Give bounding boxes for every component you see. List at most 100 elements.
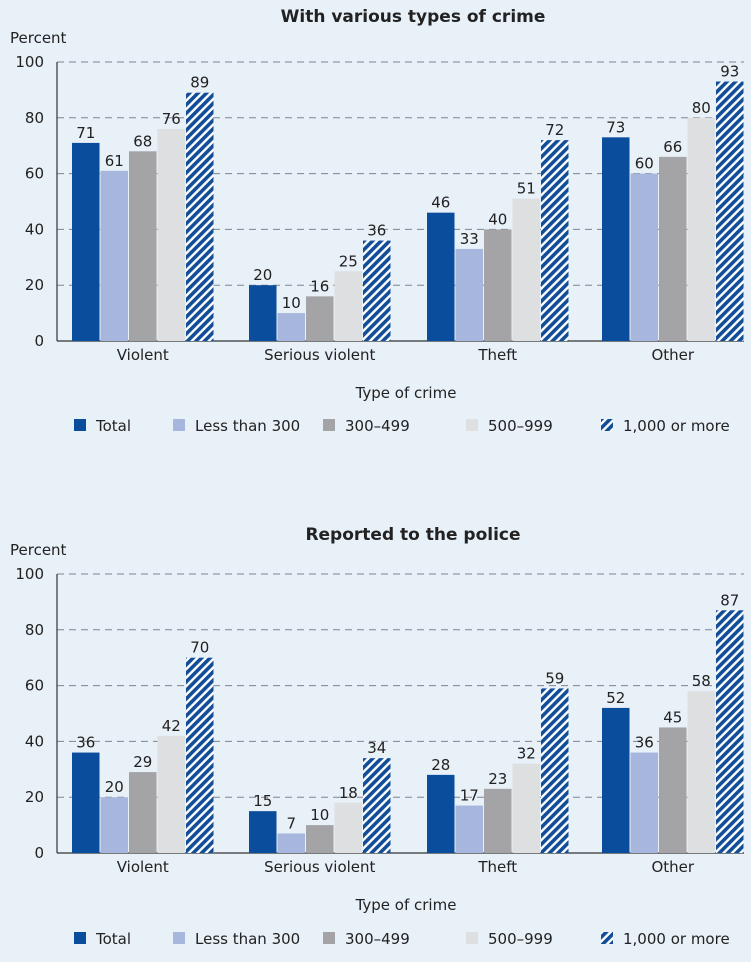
bar bbox=[484, 788, 512, 853]
bar bbox=[363, 758, 391, 853]
data-label: 36 bbox=[76, 734, 95, 752]
legend-swatch bbox=[466, 419, 478, 431]
y-tick-label: 80 bbox=[25, 109, 44, 127]
data-label: 51 bbox=[517, 180, 536, 198]
bar bbox=[541, 140, 569, 341]
bar bbox=[334, 271, 362, 341]
bar bbox=[129, 772, 157, 853]
bar bbox=[100, 797, 128, 853]
data-label: 20 bbox=[253, 266, 272, 284]
bar bbox=[687, 117, 715, 341]
legend-entry: Less than 300 bbox=[195, 930, 300, 948]
x-axis-label: Type of crime bbox=[355, 896, 457, 914]
legend-swatch bbox=[323, 419, 335, 431]
data-label: 72 bbox=[545, 121, 564, 139]
bar bbox=[249, 285, 277, 341]
bar bbox=[157, 735, 185, 853]
data-label: 36 bbox=[367, 222, 386, 240]
chart-panel-2: Reported to the police Percent 0 20 40 60 80 10… bbox=[10, 525, 744, 948]
bar bbox=[334, 802, 362, 853]
legend-entry: 500–999 bbox=[488, 930, 553, 948]
bar bbox=[541, 688, 569, 853]
bar bbox=[72, 142, 100, 341]
x-tick-label: Theft bbox=[477, 346, 517, 364]
data-label: 68 bbox=[133, 132, 152, 150]
legend-swatch bbox=[173, 932, 185, 944]
legend-swatch bbox=[173, 419, 185, 431]
y-tick-label: 60 bbox=[25, 165, 44, 183]
data-label: 32 bbox=[517, 745, 536, 763]
data-label: 71 bbox=[76, 124, 95, 142]
y-tick-label: 20 bbox=[25, 276, 44, 294]
bar bbox=[630, 173, 658, 341]
x-tick-label: Other bbox=[651, 858, 694, 876]
y-axis-label: Percent bbox=[10, 29, 67, 47]
bar bbox=[72, 752, 100, 853]
bar bbox=[277, 313, 305, 341]
legend-entry: 1,000 or more bbox=[623, 417, 730, 435]
legend-swatch bbox=[601, 419, 613, 431]
data-label: 33 bbox=[460, 230, 479, 248]
bar bbox=[186, 92, 214, 341]
data-label: 10 bbox=[282, 294, 301, 312]
bar bbox=[630, 752, 658, 853]
bar bbox=[512, 763, 540, 853]
data-label: 36 bbox=[635, 734, 654, 752]
bar bbox=[306, 296, 334, 341]
x-tick-label: Other bbox=[651, 346, 694, 364]
data-label: 10 bbox=[310, 806, 329, 824]
chart-title: Reported to the police bbox=[305, 525, 520, 545]
bar bbox=[129, 151, 157, 341]
legend: Total Less than 300 300–499 500–999 1,000 or… bbox=[74, 930, 730, 948]
bar bbox=[659, 727, 687, 853]
bar bbox=[186, 657, 214, 853]
data-label: 42 bbox=[162, 717, 181, 735]
data-label: 16 bbox=[310, 277, 329, 295]
data-label: 52 bbox=[606, 689, 625, 707]
bar bbox=[157, 128, 185, 341]
y-tick-label: 80 bbox=[25, 621, 44, 639]
bar bbox=[512, 198, 540, 341]
data-label: 66 bbox=[663, 138, 682, 156]
bar bbox=[363, 240, 391, 341]
data-label: 59 bbox=[545, 669, 564, 687]
bar bbox=[602, 707, 630, 853]
data-label: 7 bbox=[286, 814, 296, 832]
bar bbox=[659, 156, 687, 341]
bar bbox=[427, 212, 455, 341]
chart-panel-1: With various types of crime Percent 0 20 40 6… bbox=[10, 7, 744, 435]
x-tick-label: Violent bbox=[117, 858, 169, 876]
y-tick-label: 0 bbox=[34, 332, 44, 350]
data-label: 34 bbox=[367, 739, 386, 757]
legend-swatch bbox=[323, 932, 335, 944]
legend-entry: 500–999 bbox=[488, 417, 553, 435]
data-label: 25 bbox=[339, 252, 358, 270]
legend-entry: 1,000 or more bbox=[623, 930, 730, 948]
legend-entry: Total bbox=[95, 930, 131, 948]
legend-swatch bbox=[601, 932, 613, 944]
bar bbox=[100, 170, 128, 341]
legend-entry: Total bbox=[95, 417, 131, 435]
bar bbox=[277, 833, 305, 853]
data-label: 73 bbox=[606, 118, 625, 136]
data-label: 87 bbox=[720, 591, 739, 609]
bar bbox=[455, 248, 483, 341]
y-tick-label: 100 bbox=[15, 565, 44, 583]
data-label: 60 bbox=[635, 155, 654, 173]
legend-swatch bbox=[74, 419, 86, 431]
bar bbox=[687, 691, 715, 853]
data-label: 76 bbox=[162, 110, 181, 128]
bar bbox=[484, 229, 512, 341]
x-tick-label: Serious violent bbox=[264, 346, 375, 364]
y-tick-label: 40 bbox=[25, 220, 44, 238]
y-tick-label: 0 bbox=[34, 844, 44, 862]
bar bbox=[455, 805, 483, 853]
x-tick-label: Serious violent bbox=[264, 858, 375, 876]
bar bbox=[716, 610, 744, 853]
bar bbox=[249, 811, 277, 853]
x-tick-label: Theft bbox=[477, 858, 517, 876]
data-label: 15 bbox=[253, 792, 272, 810]
bar bbox=[427, 774, 455, 853]
